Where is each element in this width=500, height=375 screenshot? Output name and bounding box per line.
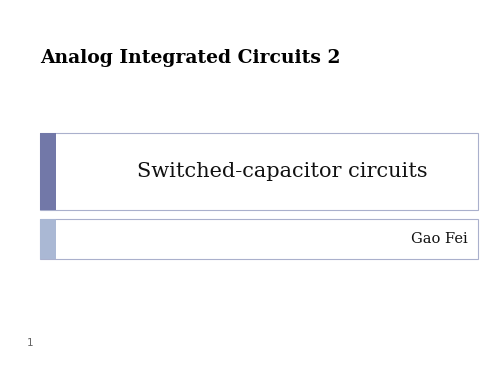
Bar [40,133,56,210]
Bar [40,133,478,210]
Text: Analog Integrated Circuits 2: Analog Integrated Circuits 2 [40,49,341,67]
Text: 1: 1 [26,338,34,348]
Text: Gao Fei: Gao Fei [411,232,468,246]
Text: Switched-capacitor circuits: Switched-capacitor circuits [137,162,428,181]
Bar [40,219,56,259]
Bar [40,219,478,259]
